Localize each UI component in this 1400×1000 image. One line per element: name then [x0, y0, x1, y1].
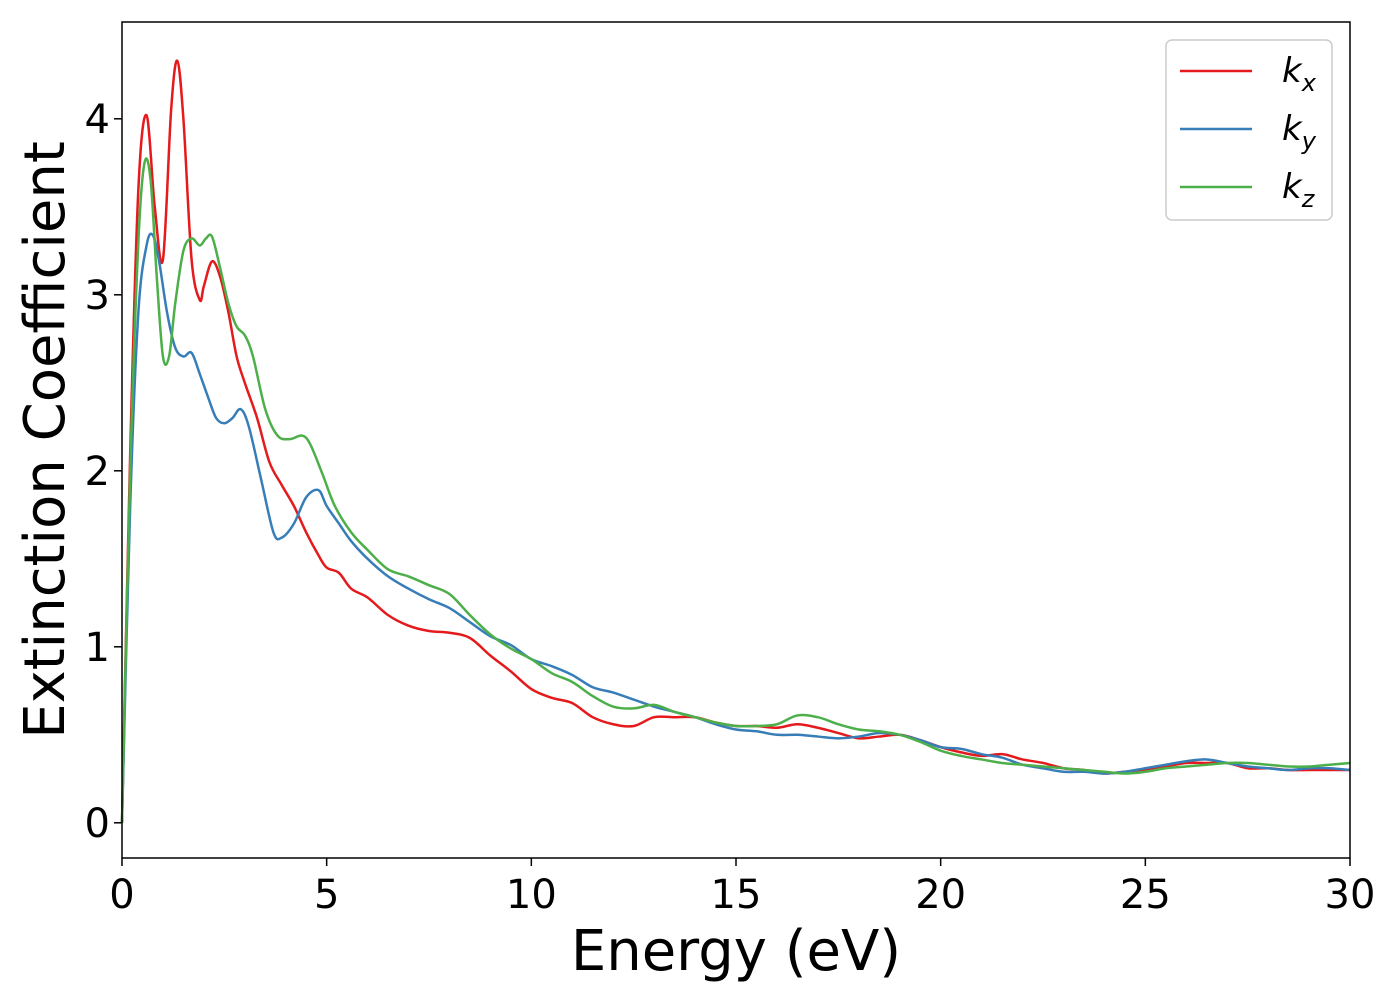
x-tick-label: 10: [506, 872, 557, 918]
legend: kx ky kz: [1165, 39, 1333, 221]
y-axis-ticks: 0 1 2 3 4: [85, 97, 122, 847]
x-tick-label: 30: [1325, 872, 1376, 918]
y-tick-label: 1: [85, 625, 110, 671]
y-tick-label: 4: [85, 97, 110, 143]
series-layer: [120, 59, 1351, 823]
x-tick-label: 5: [314, 872, 339, 918]
series-line-ky: [120, 232, 1351, 823]
legend-label-kz: kz: [1282, 167, 1316, 213]
x-tick-label: 0: [109, 872, 134, 918]
x-tick-label: 20: [915, 872, 966, 918]
series-line-kz: [120, 157, 1351, 823]
x-tick-label: 25: [1120, 872, 1171, 918]
x-axis-ticks: 0 5 10 15 20 25 30: [109, 858, 1375, 918]
legend-label-ky: ky: [1282, 109, 1317, 155]
legend-label-kx: kx: [1282, 51, 1317, 97]
x-tick-label: 15: [711, 872, 762, 918]
x-axis-label: Energy (eV): [571, 919, 901, 984]
y-axis-label: Extinction Coefficient: [13, 141, 78, 739]
y-tick-label: 0: [85, 801, 110, 847]
y-tick-label: 3: [85, 273, 110, 319]
y-tick-label: 2: [85, 449, 110, 495]
